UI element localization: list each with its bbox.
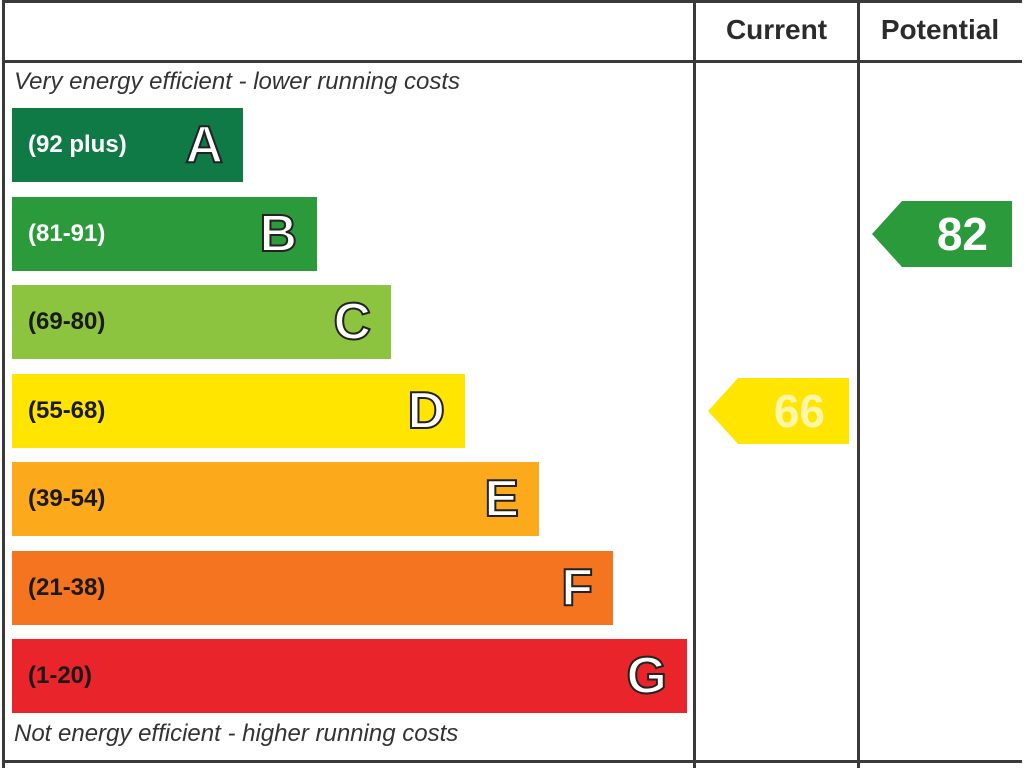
potential-rating-marker-arrow [872, 201, 1012, 267]
potential-rating-marker-value: 82 [936, 208, 988, 260]
band-f: (21-38) F [12, 551, 613, 625]
band-c: (69-80) C [12, 285, 391, 359]
potential-column-header: Potential [880, 14, 1000, 45]
band-letter: B [258, 204, 298, 264]
band-range-label: (39-54) [28, 485, 106, 512]
band-a: (92 plus) A [12, 108, 243, 182]
band-range-label: (92 plus) [28, 131, 127, 158]
band-d: (55-68) D [12, 374, 465, 448]
column-divider-current [693, 0, 696, 768]
current-rating-marker-arrow [708, 378, 849, 444]
frame-top-line [2, 0, 1022, 3]
band-b: (81-91) B [12, 197, 317, 271]
potential-rating-marker: 82 [872, 201, 1012, 267]
bottom-caption: Not energy efficient - higher running co… [14, 720, 459, 747]
potential-rating-marker-arrow-shape [872, 201, 1012, 267]
band-letter: E [483, 469, 520, 529]
band-range-label: (81-91) [28, 220, 106, 247]
current-rating-marker-arrow-shape [708, 378, 849, 444]
band-letter: D [406, 381, 446, 441]
band-g: (1-20) G [12, 639, 687, 713]
band-letter: A [184, 115, 224, 175]
frame-left-line [2, 0, 5, 768]
band-range-label: (69-80) [28, 308, 106, 335]
top-caption: Very energy efficient - lower running co… [14, 68, 460, 95]
current-rating-marker-value: 66 [773, 385, 825, 437]
header-divider-line [2, 60, 1022, 63]
column-divider-potential [857, 0, 860, 768]
band-letter: C [332, 292, 372, 352]
band-letter: F [560, 558, 594, 618]
current-column-header: Current [725, 14, 828, 45]
band-range-label: (1-20) [28, 662, 93, 689]
band-range-label: (55-68) [28, 397, 106, 424]
frame-bottom-line [2, 760, 1022, 763]
band-range-label: (21-38) [28, 574, 106, 601]
band-e: (39-54) E [12, 462, 539, 536]
current-rating-marker: 66 [708, 378, 849, 444]
band-letter: G [626, 646, 668, 706]
